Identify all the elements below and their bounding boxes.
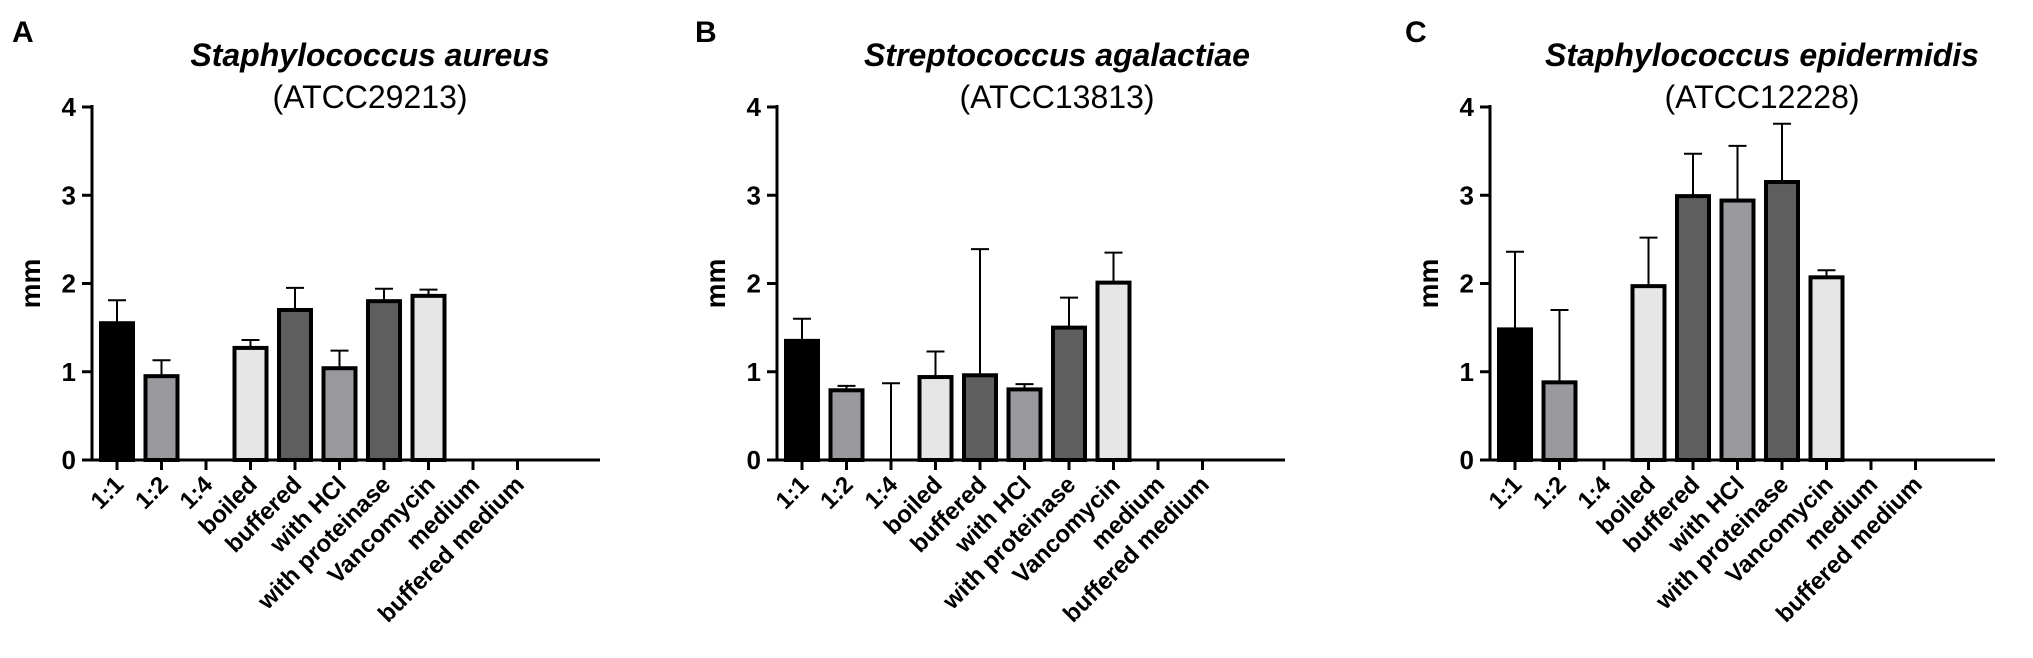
y-tick-label: 3 [1460, 180, 1474, 210]
chart-title: Staphylococcus aureus [190, 37, 549, 73]
bar [232, 345, 269, 462]
bar [1095, 280, 1132, 462]
panel-c: C Staphylococcus epidermidis (ATCC12228) mm… [1405, 16, 1995, 628]
x-tick-label: 1:2 [130, 471, 174, 515]
bar [1808, 275, 1845, 463]
x-tick-label: 1:2 [1528, 471, 1572, 515]
panel-letter: B [695, 16, 717, 49]
y-tick-label: 3 [747, 180, 761, 210]
panel-letter: C [1405, 16, 1427, 49]
bar [366, 299, 402, 462]
bar [1675, 194, 1711, 462]
bar [917, 375, 954, 463]
x-tick-label: 1:1 [771, 471, 815, 515]
y-tick-label: 2 [62, 269, 76, 299]
panel-a: A Staphylococcus aureus (ATCC29213) mm 0 1 2 3 4… [12, 16, 600, 628]
y-tick-label: 3 [62, 180, 76, 210]
y-axis-label: mm [15, 259, 46, 309]
chart-subtitle: (ATCC12228) [1664, 79, 1859, 115]
bar [1764, 180, 1800, 462]
bar [410, 293, 447, 463]
chart-subtitle: (ATCC29213) [272, 79, 467, 115]
bar [321, 366, 358, 462]
y-axis-label: mm [700, 259, 731, 309]
y-tick-label: 0 [747, 445, 761, 475]
y-tick-label: 4 [1460, 92, 1475, 122]
bar [784, 338, 820, 462]
chart-title: Staphylococcus epidermidis [1545, 37, 1979, 73]
bar [1541, 380, 1578, 462]
y-tick-label: 2 [1460, 269, 1474, 299]
y-tick-label: 1 [62, 357, 76, 387]
bar [99, 321, 135, 462]
bar [1630, 284, 1667, 462]
chart-subtitle: (ATCC13813) [959, 79, 1154, 115]
x-tick-label: 1:1 [86, 471, 130, 515]
y-tick-label: 4 [747, 92, 762, 122]
bar [962, 373, 998, 462]
y-axis-label: mm [1413, 259, 1444, 309]
bar [828, 388, 865, 462]
bar [1006, 387, 1043, 462]
y-tick-label: 0 [1460, 445, 1474, 475]
bar [1719, 198, 1756, 462]
chart-title: Streptococcus agalactiae [864, 37, 1250, 73]
y-tick-label: 0 [62, 445, 76, 475]
bar [143, 374, 180, 463]
bar [1051, 325, 1087, 462]
y-tick-label: 1 [747, 357, 761, 387]
bar [277, 307, 313, 462]
bar [1497, 327, 1533, 463]
panel-letter: A [12, 16, 34, 49]
x-tick-label: 1:2 [815, 471, 859, 515]
y-tick-label: 1 [1460, 357, 1474, 387]
y-tick-label: 2 [747, 269, 761, 299]
x-tick-label: 1:1 [1484, 471, 1528, 515]
y-tick-label: 4 [62, 92, 77, 122]
